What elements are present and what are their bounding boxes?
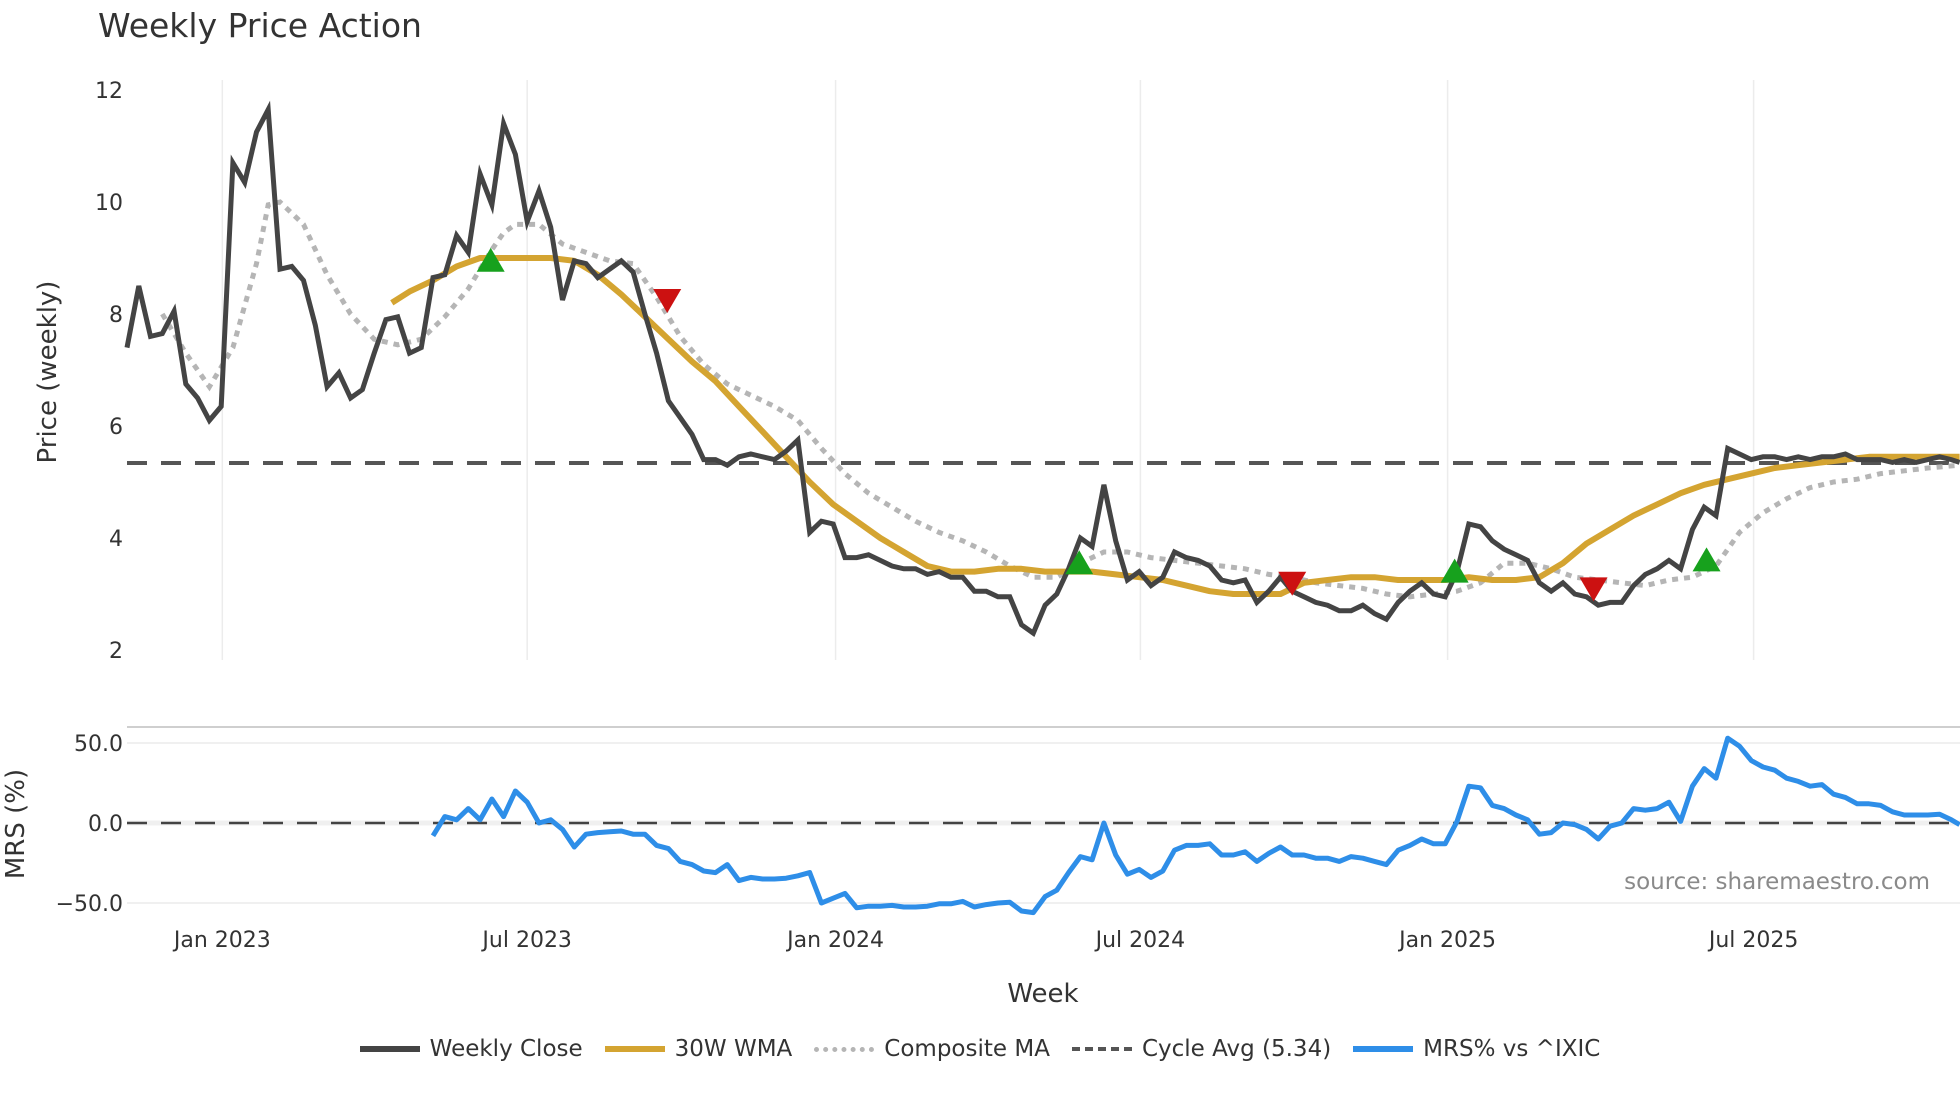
mrs-y-tick-label: −50.0 (56, 892, 123, 917)
price-y-tick-label: 4 (109, 527, 123, 552)
mrs-y-tick-label: 50.0 (74, 732, 123, 757)
price-y-tick-label: 10 (95, 191, 123, 216)
sell-signal-triangle-down-icon (1278, 571, 1307, 596)
legend-label: MRS% vs ^IXIC (1423, 1036, 1601, 1062)
legend-item-composite-ma[interactable]: Composite MA (814, 1036, 1050, 1062)
legend: Weekly Close 30W WMA Composite MA Cycle … (0, 1036, 1960, 1062)
composite-ma-line (160, 199, 1960, 600)
price-y-tick-label: 2 (109, 639, 123, 664)
legend-label: Composite MA (884, 1036, 1050, 1062)
wma-30w-line (390, 255, 1960, 597)
x-tick-label: Jul 2025 (1707, 928, 1799, 953)
x-tick-label: Jan 2025 (1397, 928, 1496, 953)
legend-label: Weekly Close (429, 1036, 583, 1062)
mrs-y-tick-label: 0.0 (88, 812, 123, 837)
source-annotation: source: sharemaestro.com (1624, 869, 1930, 895)
price-y-axis-ticks: 2 4 6 8 10 12 (95, 79, 123, 664)
price-x-gridlines (221, 80, 1755, 660)
chart-title: Weekly Price Action (98, 6, 422, 45)
price-y-tick-label: 6 (109, 415, 123, 440)
x-tick-label: Jan 2024 (785, 928, 884, 953)
sell-signal-triangle-down-icon (653, 289, 682, 313)
weekly-close-swatch-icon (359, 1046, 420, 1052)
legend-label: Cycle Avg (5.34) (1141, 1036, 1332, 1062)
composite-ma-swatch-icon (814, 1046, 875, 1052)
price-y-tick-label: 12 (95, 79, 123, 104)
mrs-y-axis-ticks: −50.0 0.0 50.0 (56, 732, 123, 917)
mrs-line (430, 735, 1960, 916)
x-tick-label: Jan 2023 (172, 928, 271, 953)
mrs-swatch-icon (1353, 1046, 1414, 1052)
x-axis-title: Week (1007, 979, 1078, 1009)
mrs-panel-background (127, 726, 1960, 904)
x-tick-label: Jul 2023 (480, 928, 572, 953)
legend-item-mrs[interactable]: MRS% vs ^IXIC (1353, 1036, 1600, 1062)
cycle-avg-swatch-icon (1071, 1047, 1132, 1051)
buy-signal-triangle-up-icon (1440, 558, 1469, 583)
price-y-tick-label: 8 (109, 303, 123, 328)
wma-swatch-icon (604, 1046, 665, 1052)
weekly-close-line (124, 100, 1960, 638)
signal-markers (476, 247, 1721, 602)
legend-item-cycle-avg[interactable]: Cycle Avg (5.34) (1071, 1036, 1332, 1062)
price-y-axis-title: Price (weekly) (33, 281, 63, 464)
legend-label: 30W WMA (674, 1036, 793, 1062)
buy-signal-triangle-up-icon (1065, 550, 1094, 575)
x-tick-label: Jul 2024 (1094, 928, 1186, 953)
buy-signal-triangle-up-icon (1692, 547, 1721, 572)
buy-signal-triangle-up-icon (476, 247, 505, 272)
legend-item-30w-wma[interactable]: 30W WMA (604, 1036, 793, 1062)
legend-item-weekly-close[interactable]: Weekly Close (359, 1036, 583, 1062)
sell-signal-triangle-down-icon (1579, 577, 1608, 602)
mrs-y-axis-title: MRS (%) (1, 769, 31, 879)
x-axis-ticks: Jan 2023 Jul 2023 Jan 2024 Jul 2024 Jan 2025… (172, 928, 1798, 953)
